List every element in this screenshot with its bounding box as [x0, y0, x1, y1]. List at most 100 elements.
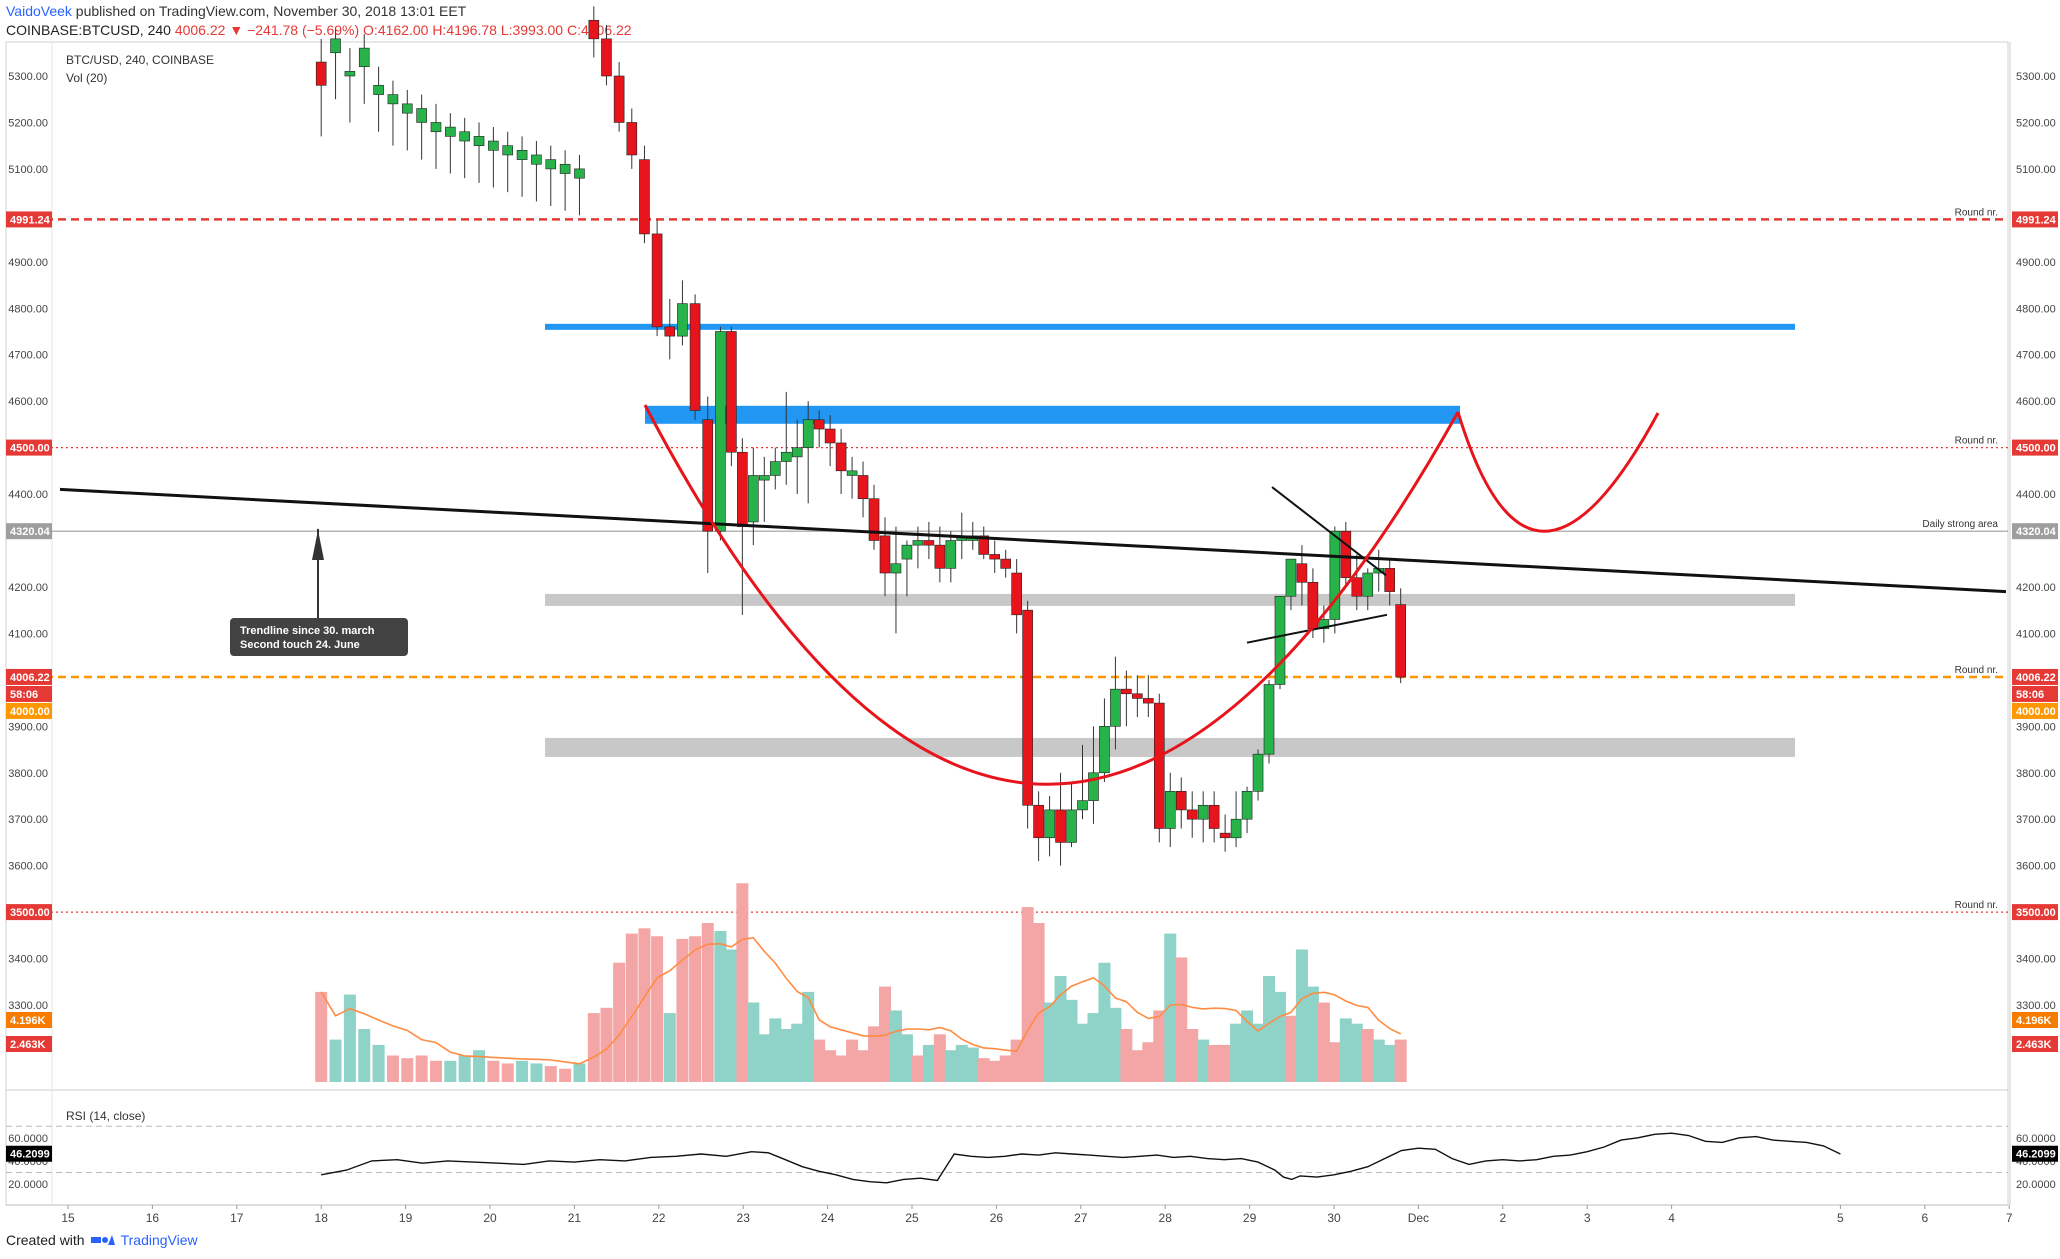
candle-body [1132, 693, 1143, 699]
candle-body [330, 38, 341, 54]
y-tick-label: 4900.00 [2016, 257, 2056, 269]
price-badge [6, 1145, 52, 1162]
price-badge [2012, 904, 2058, 921]
volume-bar [343, 994, 356, 1082]
x-tick-label: 6 [1921, 1211, 1928, 1225]
volume-bar [835, 1055, 848, 1082]
x-tick-label: 2 [1499, 1211, 1506, 1225]
volume-bar [544, 1066, 557, 1082]
candle-body [559, 163, 571, 174]
published-text: published on TradingView.com, November 3… [75, 3, 467, 19]
price-badge [6, 668, 52, 685]
candle-body [879, 535, 891, 574]
candle-body [846, 470, 858, 476]
volume-bar [780, 1029, 793, 1082]
y-tick-label-left: 5300.00 [8, 71, 48, 83]
volume-ma-line [320, 936, 1402, 1065]
volume-bar [1394, 1039, 1407, 1082]
volume-bar [1120, 1029, 1133, 1082]
candle-body [1186, 809, 1198, 820]
y-tick-label-left: 3800.00 [8, 768, 48, 780]
candle-body [1274, 595, 1286, 685]
price-badge-label: 4000.00 [2016, 706, 2056, 718]
volume-bar [329, 1039, 342, 1082]
volume-bar [944, 1050, 957, 1082]
candle-body [516, 150, 528, 160]
price-badge [6, 211, 52, 228]
volume-bar [857, 1050, 870, 1082]
rsi-tick-label-left: 60.0000 [8, 1133, 48, 1145]
volume-bar [386, 1055, 399, 1082]
y-tick-label-left: 4400.00 [8, 489, 48, 501]
volume-bar [1208, 1044, 1221, 1082]
footer: Created with TradingView [6, 1232, 198, 1248]
candle-body [445, 126, 456, 137]
tradingview-brand[interactable]: TradingView [120, 1232, 198, 1248]
candle-body [459, 131, 470, 142]
x-tick-label: Dec [1408, 1211, 1429, 1225]
price-badge-label: 4500.00 [10, 443, 50, 455]
y-tick-label-left: 4700.00 [8, 350, 48, 362]
volume-bar [663, 1013, 676, 1082]
volume-bar [689, 936, 702, 1082]
volume-bar [487, 1060, 500, 1082]
annotation-bg [230, 618, 408, 656]
volume-bar [530, 1063, 543, 1082]
candle-body [1241, 791, 1253, 820]
price-badge-label: 4500.00 [2016, 443, 2056, 455]
candle-body [890, 563, 902, 574]
price-badge-label: 3500.00 [10, 907, 50, 919]
price-badge [6, 1036, 52, 1052]
volume-bar [701, 923, 714, 1082]
price-badge [2012, 1145, 2058, 1162]
volume-bar [846, 1039, 859, 1082]
volume-bar [587, 1013, 600, 1082]
candle-body [989, 554, 1001, 560]
volume-bar [1164, 933, 1177, 1082]
price-badge-label: 58:06 [2016, 689, 2044, 701]
candle-body [430, 122, 442, 133]
price-badge [2012, 702, 2058, 719]
volume-bar [868, 1026, 881, 1082]
volume-bar [429, 1060, 442, 1082]
candle-body [1022, 609, 1033, 806]
candle-body [824, 428, 836, 444]
price-badge [2012, 439, 2058, 456]
author-link[interactable]: VaidoVeek [6, 3, 72, 19]
ohlc-bar: COINBASE:BTCUSD, 240 4006.22 ▼ −241.78 (… [6, 22, 632, 38]
volume-bar [415, 1055, 428, 1082]
price-badge [6, 439, 52, 456]
candle-body [737, 451, 748, 527]
volume-bar [769, 1018, 782, 1082]
x-tick-label: 18 [315, 1211, 329, 1225]
price-badge-label: 4320.04 [2016, 526, 2057, 538]
volume-bar [911, 1055, 924, 1082]
volume-bar [1098, 962, 1111, 1082]
candle-body [387, 94, 399, 105]
x-tick-label: 4 [1668, 1211, 1675, 1225]
volume-bar [1219, 1044, 1232, 1082]
candle-body [715, 331, 726, 532]
volume-bar [676, 938, 689, 1082]
rsi-legend-label: RSI (14, close) [66, 1109, 145, 1123]
volume-bar [813, 1039, 826, 1082]
volume-bar [1032, 923, 1045, 1082]
candle-body [857, 475, 869, 499]
price-badge [6, 904, 52, 921]
volume-bar [747, 1002, 760, 1082]
y-tick-label-left: 4100.00 [8, 628, 48, 640]
candle-body [1143, 698, 1154, 704]
price-badge-label: 4.196K [2016, 1015, 2052, 1027]
candle-body [912, 540, 924, 546]
volume-bar [1372, 1039, 1385, 1082]
candle-body [1252, 753, 1264, 792]
x-tick-label: 7 [2006, 1211, 2013, 1225]
volume-bar [501, 1063, 514, 1082]
y-tick-label-left: 3700.00 [8, 814, 48, 826]
candle-body [923, 540, 935, 546]
price-badge-label: 58:06 [10, 689, 38, 701]
support-zone-upper [545, 593, 1795, 606]
price-badge-label: 4006.22 [2016, 672, 2056, 684]
x-tick-label: 24 [821, 1211, 835, 1225]
